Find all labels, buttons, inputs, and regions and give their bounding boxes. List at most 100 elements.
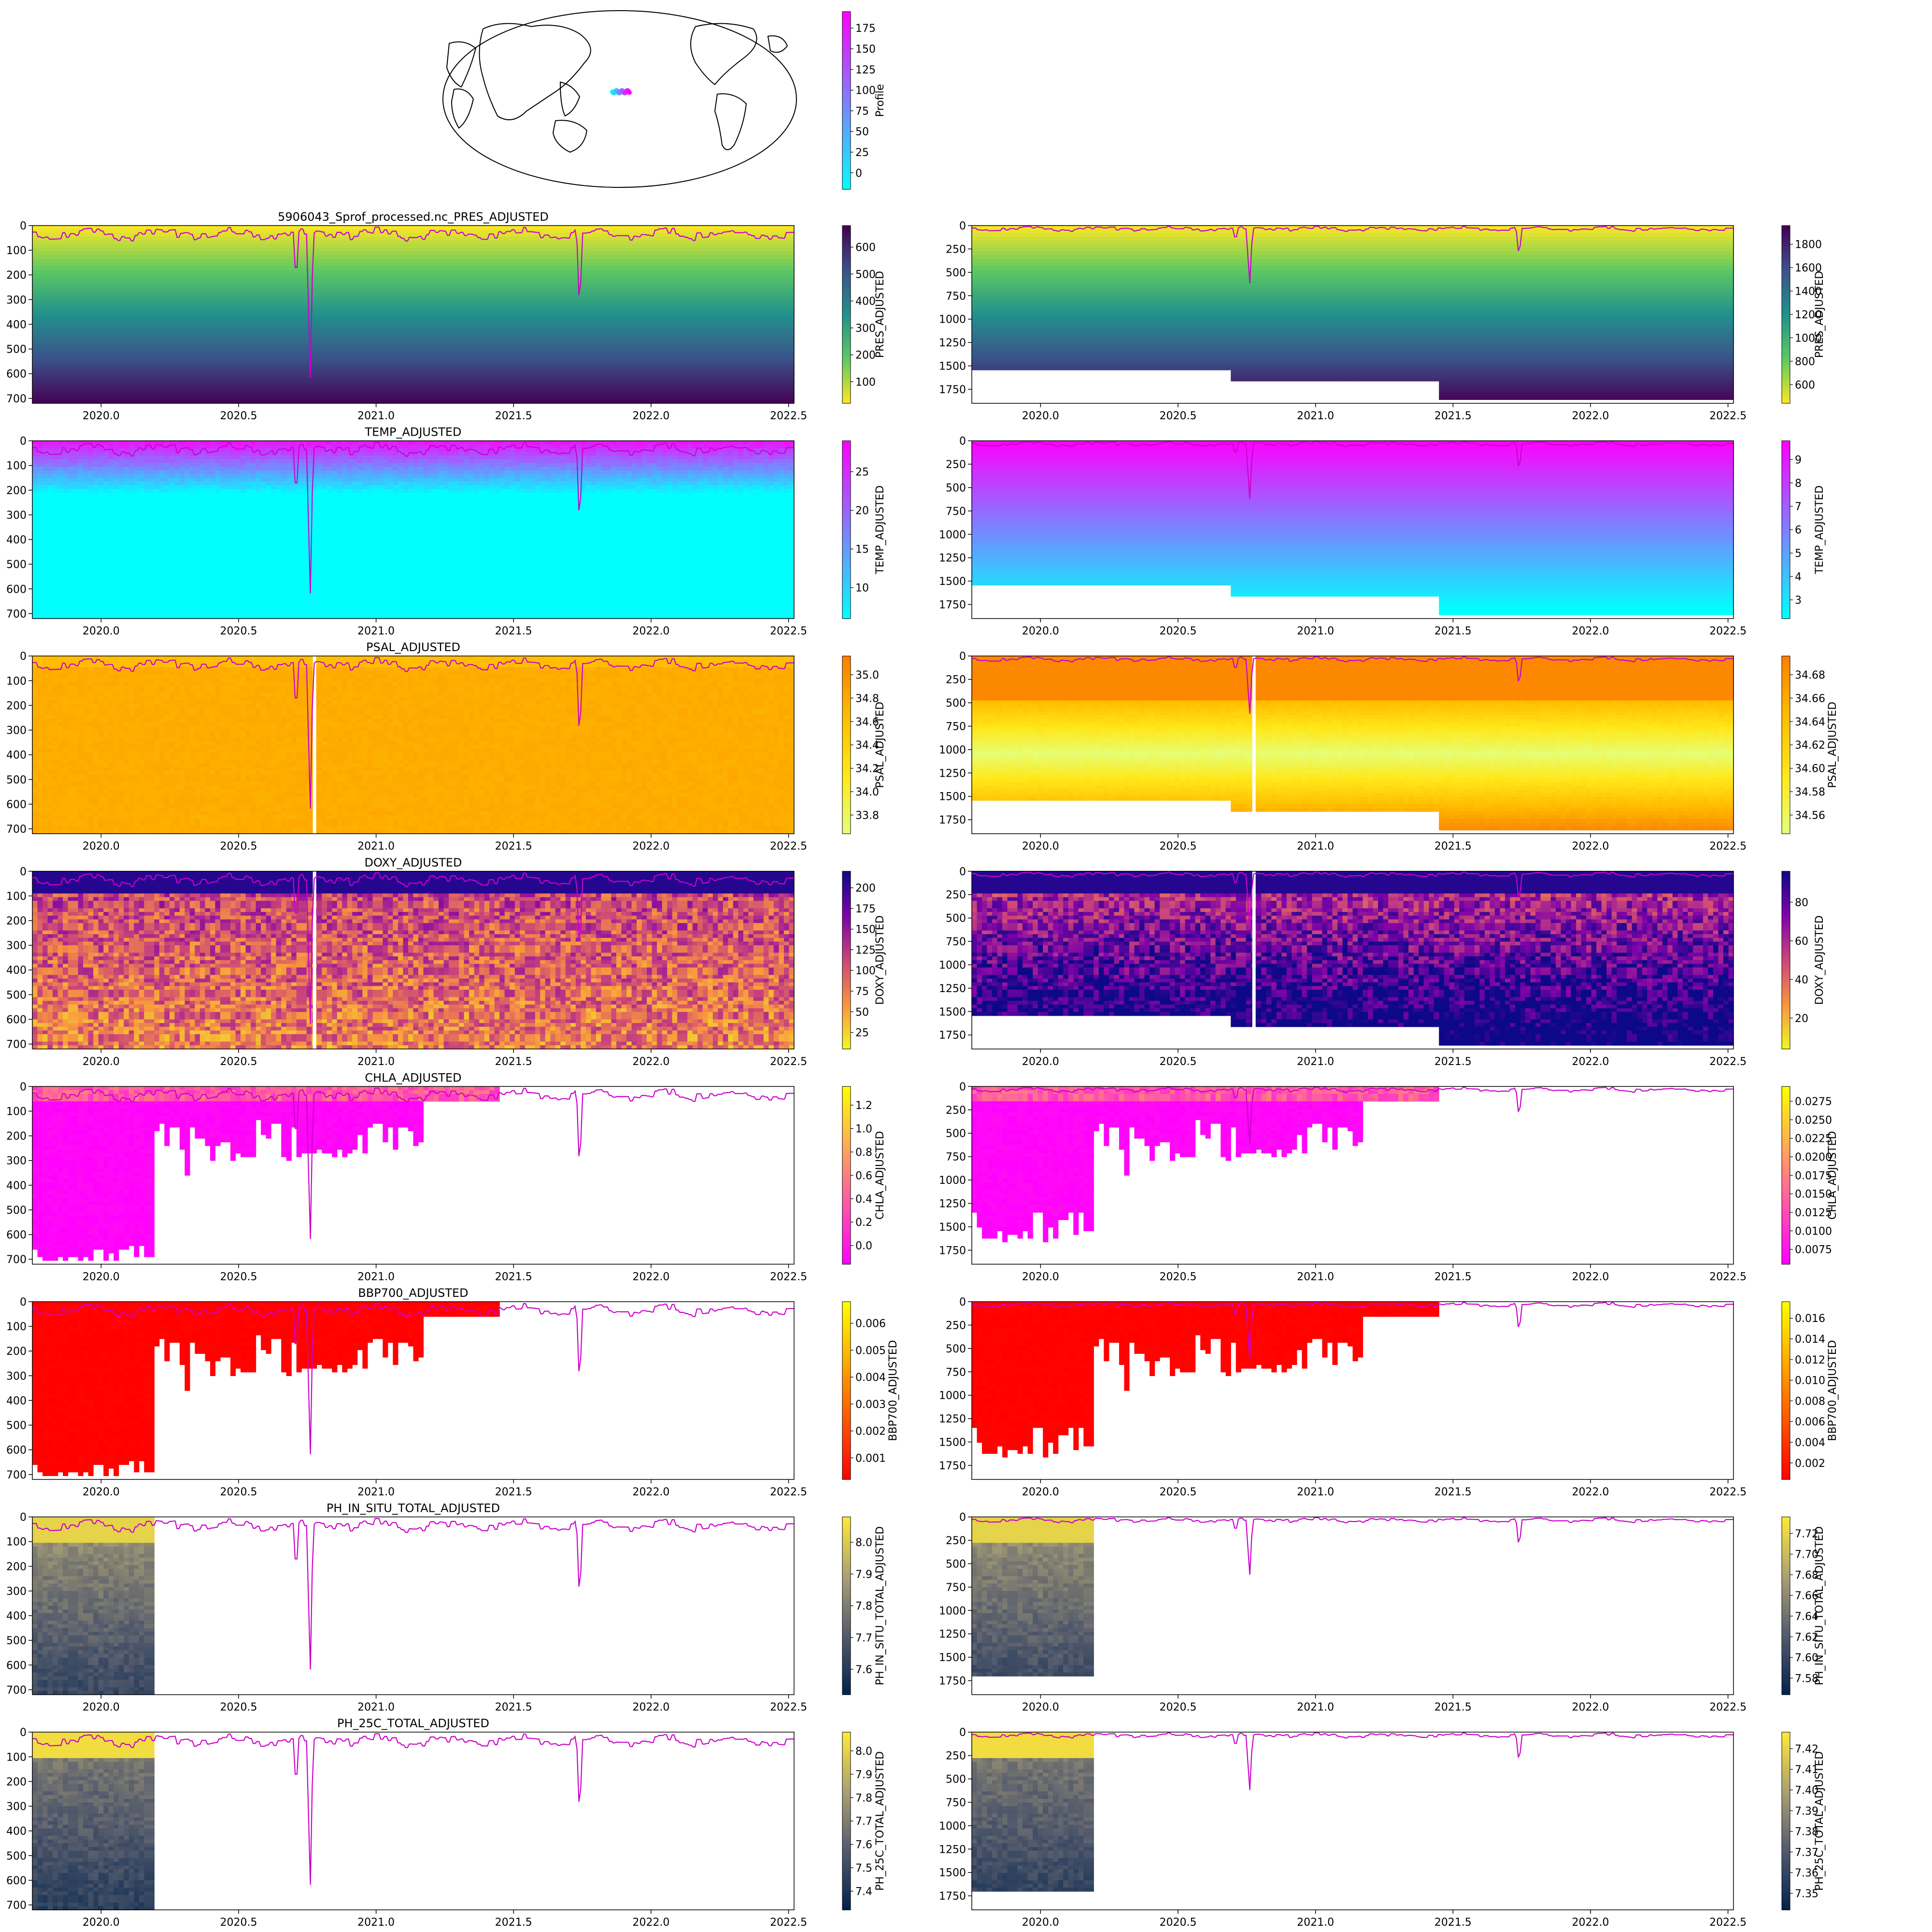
heatmap-cell <box>48 318 53 322</box>
heatmap-cell <box>195 352 200 355</box>
heatmap-cell <box>144 385 149 389</box>
heatmap-cell <box>200 374 205 378</box>
heatmap-cell <box>83 292 88 296</box>
heatmap-cell <box>109 237 114 241</box>
heatmap-cell <box>103 318 109 322</box>
heatmap-cell <box>53 352 58 355</box>
heatmap-cell <box>200 226 205 229</box>
heatmap-cell <box>78 355 84 359</box>
heatmap-cell <box>38 244 43 248</box>
heatmap-cell <box>144 333 149 337</box>
heatmap-cell <box>78 377 84 381</box>
heatmap-cell <box>190 229 195 233</box>
heatmap-cell <box>134 292 139 296</box>
colorbar-segment <box>842 171 851 175</box>
heatmap-cell <box>149 237 155 241</box>
heatmap-cell <box>134 307 139 311</box>
heatmap-cell <box>103 322 109 326</box>
colorbar-segment <box>842 20 851 24</box>
heatmap-cell <box>124 385 129 389</box>
heatmap-cell <box>103 288 109 292</box>
heatmap-cell <box>114 385 119 389</box>
heatmap-cell <box>159 248 165 252</box>
heatmap-cell <box>88 288 94 292</box>
heatmap-cell <box>170 252 175 256</box>
heatmap-cell <box>139 270 144 274</box>
heatmap-cell <box>103 385 109 389</box>
heatmap-cell <box>154 388 159 392</box>
heatmap-cell <box>200 299 205 303</box>
heatmap-cell <box>38 252 43 256</box>
heatmap-cell <box>190 244 195 248</box>
heatmap-cell <box>180 333 185 337</box>
heatmap-cell <box>200 377 205 381</box>
heatmap-cell <box>48 348 53 352</box>
heatmap-cell <box>109 326 114 329</box>
heatmap-cell <box>114 226 119 229</box>
heatmap-cell <box>144 226 149 229</box>
heatmap-cell <box>124 274 129 278</box>
heatmap-cell <box>83 285 88 289</box>
heatmap-cell <box>205 241 211 244</box>
heatmap-cell <box>154 337 159 341</box>
heatmap-cell <box>144 344 149 348</box>
heatmap-cell <box>149 285 155 289</box>
heatmap-cell <box>88 381 94 385</box>
heatmap-cell <box>68 333 73 337</box>
heatmap-cell <box>43 344 48 348</box>
heatmap-cell <box>48 270 53 274</box>
heatmap-cell <box>48 263 53 267</box>
heatmap-cell <box>83 303 88 307</box>
heatmap-cell <box>144 274 149 278</box>
heatmap-cell <box>154 363 159 367</box>
heatmap-cell <box>129 359 134 363</box>
heatmap-cell <box>68 229 73 233</box>
heatmap-cell <box>200 370 205 374</box>
heatmap-cell <box>159 318 165 322</box>
heatmap-cell <box>99 244 104 248</box>
heatmap-cell <box>103 344 109 348</box>
heatmap-cell <box>180 288 185 292</box>
heatmap-cell <box>149 337 155 341</box>
heatmap-cell <box>164 355 170 359</box>
heatmap-cell <box>38 274 43 278</box>
heatmap-cell <box>180 299 185 303</box>
heatmap-cell <box>185 226 190 229</box>
heatmap-cell <box>32 370 38 374</box>
heatmap-cell <box>200 326 205 329</box>
heatmap-cell <box>32 359 38 363</box>
heatmap-cell <box>88 303 94 307</box>
heatmap-cell <box>53 381 58 385</box>
heatmap-cell <box>48 366 53 370</box>
colorbar-segment <box>842 136 851 140</box>
heatmap-cell <box>83 359 88 363</box>
heatmap-cell <box>149 288 155 292</box>
heatmap-cell <box>114 252 119 256</box>
heatmap-cell <box>164 296 170 300</box>
heatmap-cell <box>180 363 185 367</box>
heatmap-cell <box>78 252 84 256</box>
heatmap-cell <box>32 292 38 296</box>
heatmap-cell <box>119 263 124 267</box>
heatmap-cell <box>139 241 144 244</box>
colorbar-segment <box>842 83 851 86</box>
heatmap-cell <box>174 299 180 303</box>
heatmap-cell <box>93 255 99 259</box>
heatmap-cell <box>38 333 43 337</box>
heatmap-cell <box>63 241 68 244</box>
heatmap-cell <box>32 274 38 278</box>
heatmap-cell <box>38 266 43 270</box>
heatmap-cell <box>170 322 175 326</box>
heatmap-cell <box>43 388 48 392</box>
heatmap-cell <box>144 352 149 355</box>
heatmap-cell <box>73 377 78 381</box>
heatmap-cell <box>63 292 68 296</box>
heatmap-cell <box>195 292 200 296</box>
heatmap-cell <box>78 314 84 318</box>
heatmap-cell <box>159 237 165 241</box>
heatmap-cell <box>58 274 63 278</box>
heatmap-cell <box>38 281 43 285</box>
heatmap-cell <box>63 396 68 400</box>
heatmap-cell <box>48 285 53 289</box>
heatmap-cell <box>114 333 119 337</box>
